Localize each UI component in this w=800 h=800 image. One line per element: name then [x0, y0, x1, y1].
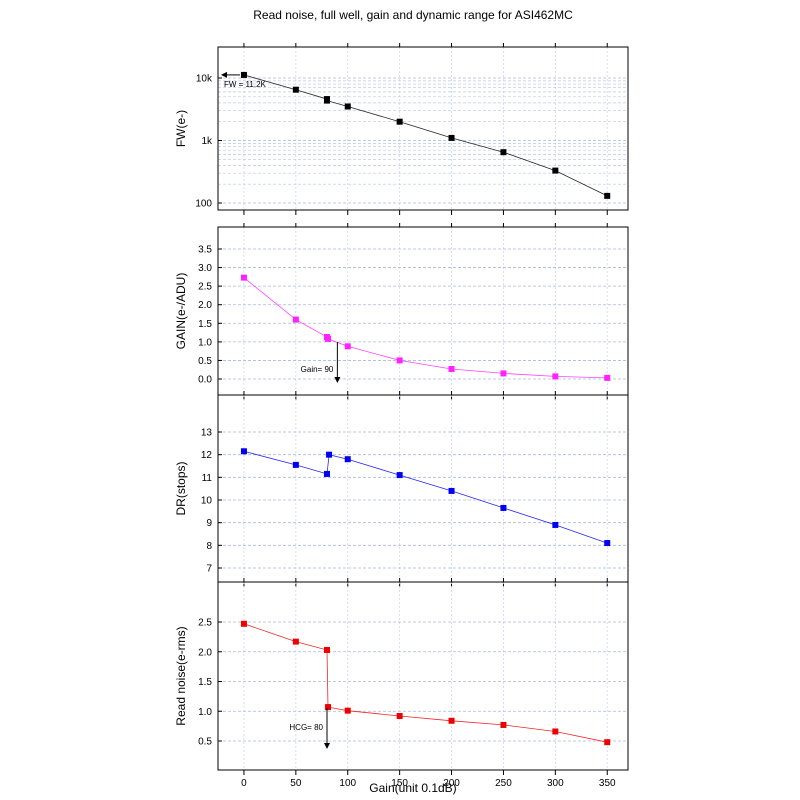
y-axis-label: GAIN(e-/ADU)	[174, 273, 188, 350]
data-point	[552, 373, 559, 380]
y-tick-label: 10k	[196, 74, 213, 85]
y-tick-label: 13	[201, 428, 213, 439]
y-axis-label: Read noise(e-rms)	[174, 626, 188, 725]
data-point	[604, 739, 611, 746]
data-point	[552, 728, 559, 735]
panel-frame	[217, 46, 629, 211]
x-tick-label: 100	[339, 778, 356, 789]
y-tick-label: 10	[201, 496, 213, 507]
y-axis-label: FW(e-)	[174, 110, 188, 147]
data-point	[604, 540, 611, 547]
series-line	[243, 277, 608, 379]
data-point	[500, 370, 507, 377]
data-point	[396, 472, 403, 479]
data-point	[396, 118, 403, 125]
series-line	[243, 450, 608, 544]
data-point	[292, 461, 299, 468]
series-line	[243, 623, 608, 743]
x-tick-label: 150	[391, 778, 408, 789]
y-tick-label: 100	[195, 199, 212, 210]
y-tick-label: 3.0	[198, 263, 212, 274]
data-point	[448, 134, 455, 141]
x-tick-label: 300	[547, 778, 564, 789]
y-tick-label: 12	[201, 450, 213, 461]
panel-2: 0.0 0.5 1.0 1.5 2.0 2.5 3.0 3.5 GAIN(e-/ADU) Gain…	[174, 223, 629, 400]
data-point	[500, 149, 507, 156]
data-point	[240, 71, 247, 78]
y-tick-label: 1.0	[198, 337, 212, 348]
annotation-label: FW = 11.2K	[224, 80, 267, 89]
data-point	[396, 357, 403, 364]
y-tick-label: 8	[206, 541, 212, 552]
x-axis-label: Gain(unit 0.1dB)	[369, 781, 456, 795]
data-point	[448, 365, 455, 372]
annotation-label: HCG= 80	[289, 723, 323, 732]
y-tick-label: 3.5	[198, 245, 212, 256]
data-point	[604, 374, 611, 381]
data-point	[552, 521, 559, 528]
data-point	[292, 316, 299, 323]
x-tick-label: 200	[443, 778, 460, 789]
y-tick-label: 2.5	[198, 282, 212, 293]
y-tick-label: 2.0	[198, 300, 212, 311]
data-point	[500, 504, 507, 511]
data-point	[325, 704, 332, 711]
y-tick-label: 0.5	[198, 737, 212, 748]
series-line	[243, 74, 608, 197]
data-point	[323, 646, 330, 653]
data-point	[344, 103, 351, 110]
data-point	[500, 721, 507, 728]
y-tick-label: 2.5	[198, 618, 212, 629]
y-tick-label: 1.0	[198, 707, 212, 718]
y-tick-label: 0.5	[198, 356, 212, 367]
data-point	[323, 97, 330, 104]
panel-4: 0.5 1.0 1.5 2.0 2.5 0 50 100 150 200 250 300 350 Read…	[174, 578, 629, 789]
data-point	[396, 713, 403, 720]
annotation-arrowhead	[334, 377, 341, 383]
y-tick-label: 11	[202, 473, 213, 484]
x-tick-label: 0	[241, 778, 247, 789]
annotation-label: Gain= 90	[301, 365, 334, 374]
data-point	[344, 343, 351, 350]
figure-title: Read noise, full well, gain and dynamic …	[253, 8, 573, 22]
data-point	[604, 192, 611, 199]
y-tick-label: 2.0	[198, 647, 212, 658]
data-point	[344, 456, 351, 463]
y-tick-label: 9	[206, 518, 212, 529]
data-point	[326, 451, 333, 458]
data-point	[240, 448, 247, 455]
y-tick-label: 1k	[201, 136, 213, 147]
data-point	[448, 717, 455, 724]
data-point	[325, 335, 332, 342]
data-point	[344, 707, 351, 714]
y-tick-label: 0.0	[198, 375, 212, 386]
panel-1: 100 1k 10k FW(e-) FW = 11.2K	[174, 43, 629, 215]
y-tick-label: 1.5	[198, 677, 212, 688]
y-tick-label: 7	[206, 564, 212, 575]
panel-frame	[217, 581, 629, 771]
data-point	[240, 620, 247, 627]
data-point	[323, 470, 330, 477]
y-axis-label: DR(stops)	[174, 461, 188, 515]
data-point	[292, 86, 299, 93]
annotation-arrowhead	[221, 71, 227, 78]
data-point	[448, 487, 455, 494]
x-tick-label: 250	[495, 778, 512, 789]
data-point	[292, 638, 299, 645]
data-point	[552, 167, 559, 174]
y-tick-label: 1.5	[198, 319, 212, 330]
x-tick-label: 350	[599, 778, 616, 789]
annotation-arrowhead	[323, 743, 330, 749]
x-tick-label: 50	[290, 778, 302, 789]
data-point	[240, 274, 247, 281]
panel-3: 7 8 9 10 11 12 13 DR(stops)	[174, 391, 629, 587]
